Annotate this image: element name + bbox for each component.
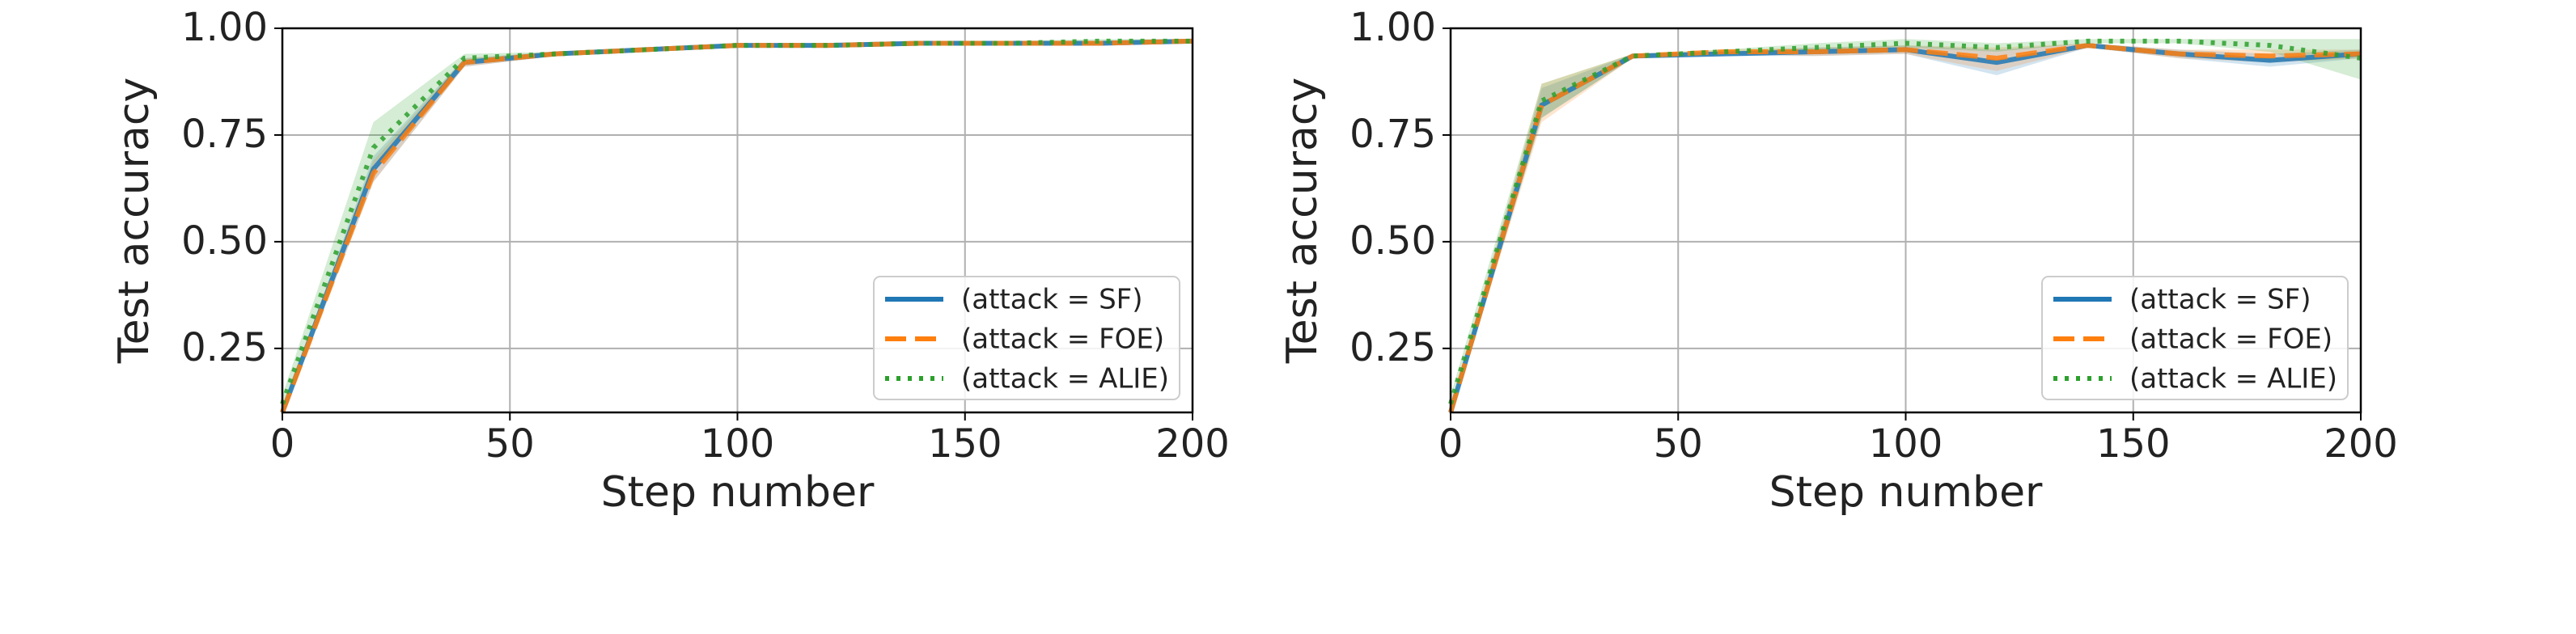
y-tick-label: 1.00 xyxy=(1349,5,1436,50)
x-tick-label: 0 xyxy=(1438,421,1464,467)
x-tick-label: 200 xyxy=(2324,421,2398,467)
x-tick-label: 50 xyxy=(485,421,535,467)
data-line xyxy=(1448,38,2362,405)
x-tick-label: 150 xyxy=(928,421,1002,467)
x-tick-label: 50 xyxy=(1654,421,1703,467)
y-tick-label: 0.50 xyxy=(1349,218,1436,264)
legend-box xyxy=(873,276,1180,400)
y-axis-label: Test accuracy xyxy=(110,78,159,365)
y-tick-label: 0.75 xyxy=(181,112,268,157)
y-tick-label: 0.25 xyxy=(1349,325,1436,370)
x-axis-label: Step number xyxy=(601,468,875,517)
y-tick-label: 0.75 xyxy=(1349,112,1436,157)
x-tick-label: 100 xyxy=(1869,421,1943,467)
chart: 0 50 100 150 200 0.25 0.50 0.75 1.00 Step number T… xyxy=(1278,5,2398,517)
x-axis-label: Step number xyxy=(1769,468,2043,517)
x-tick-label: 0 xyxy=(270,421,295,467)
axes-frame xyxy=(1449,27,2362,414)
legend-box xyxy=(2041,276,2349,400)
legend-label: (attack = SF) xyxy=(2129,284,2311,316)
legend-label: (attack = FOE) xyxy=(2129,323,2332,356)
axes-frame xyxy=(281,27,1194,414)
data-line xyxy=(280,38,1193,405)
legend-label: (attack = SF) xyxy=(961,284,1143,316)
legend-label: (attack = ALIE) xyxy=(2129,363,2337,395)
y-tick-label: 0.25 xyxy=(181,325,268,370)
chart: 0 50 100 150 200 0.25 0.50 0.75 1.00 Step number T… xyxy=(110,5,1230,517)
y-tick-label: 0.50 xyxy=(181,218,268,264)
data-line xyxy=(1448,43,2362,413)
x-tick-label: 100 xyxy=(701,421,775,467)
legend-label: (attack = FOE) xyxy=(961,323,1164,356)
y-axis-label: Test accuracy xyxy=(1278,78,1327,365)
x-tick-label: 200 xyxy=(1155,421,1230,467)
y-tick-label: 1.00 xyxy=(181,5,268,50)
legend-label: (attack = ALIE) xyxy=(961,363,1169,395)
x-tick-label: 150 xyxy=(2096,421,2171,467)
